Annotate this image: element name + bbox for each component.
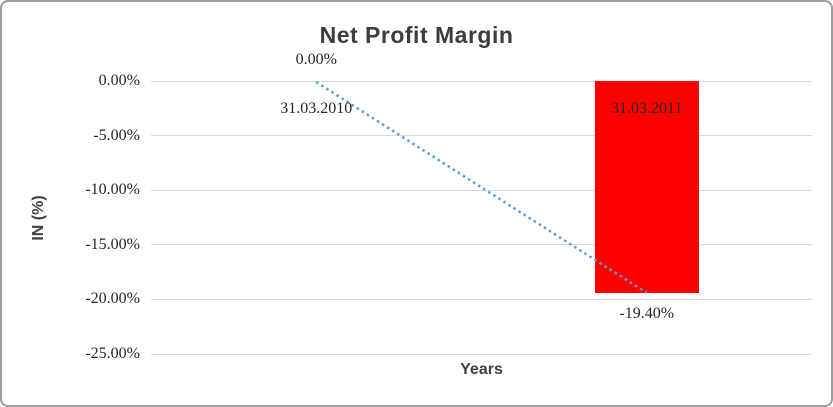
plot-area: 31.03.2010 0.00% 31.03.2011 -19.40%: [151, 51, 812, 355]
gridline: [151, 298, 812, 300]
gridline: [151, 353, 812, 355]
y-axis-tick-label: -15.00%: [85, 235, 140, 253]
data-label: -19.40%: [619, 304, 675, 322]
y-axis-tick-label: 0.00%: [98, 72, 140, 89]
y-axis-tick-label: -5.00%: [93, 126, 140, 144]
category-label: 31.03.2011: [611, 100, 683, 117]
gridline: [151, 189, 812, 191]
category-label: 31.03.2010: [280, 100, 353, 117]
x-axis-title: Years: [460, 361, 503, 378]
bar-31.03.2011: [594, 81, 699, 293]
chart-title: Net Profit Margin: [319, 22, 514, 48]
y-axis-tick-label: -20.00%: [85, 290, 140, 308]
gridline: [151, 80, 812, 82]
y-axis-tick-label: -25.00%: [85, 345, 140, 362]
gridline: [151, 244, 812, 246]
y-axis-tick-label: -10.00%: [85, 181, 140, 199]
data-label: 0.00%: [295, 51, 337, 68]
gridline: [151, 135, 812, 137]
